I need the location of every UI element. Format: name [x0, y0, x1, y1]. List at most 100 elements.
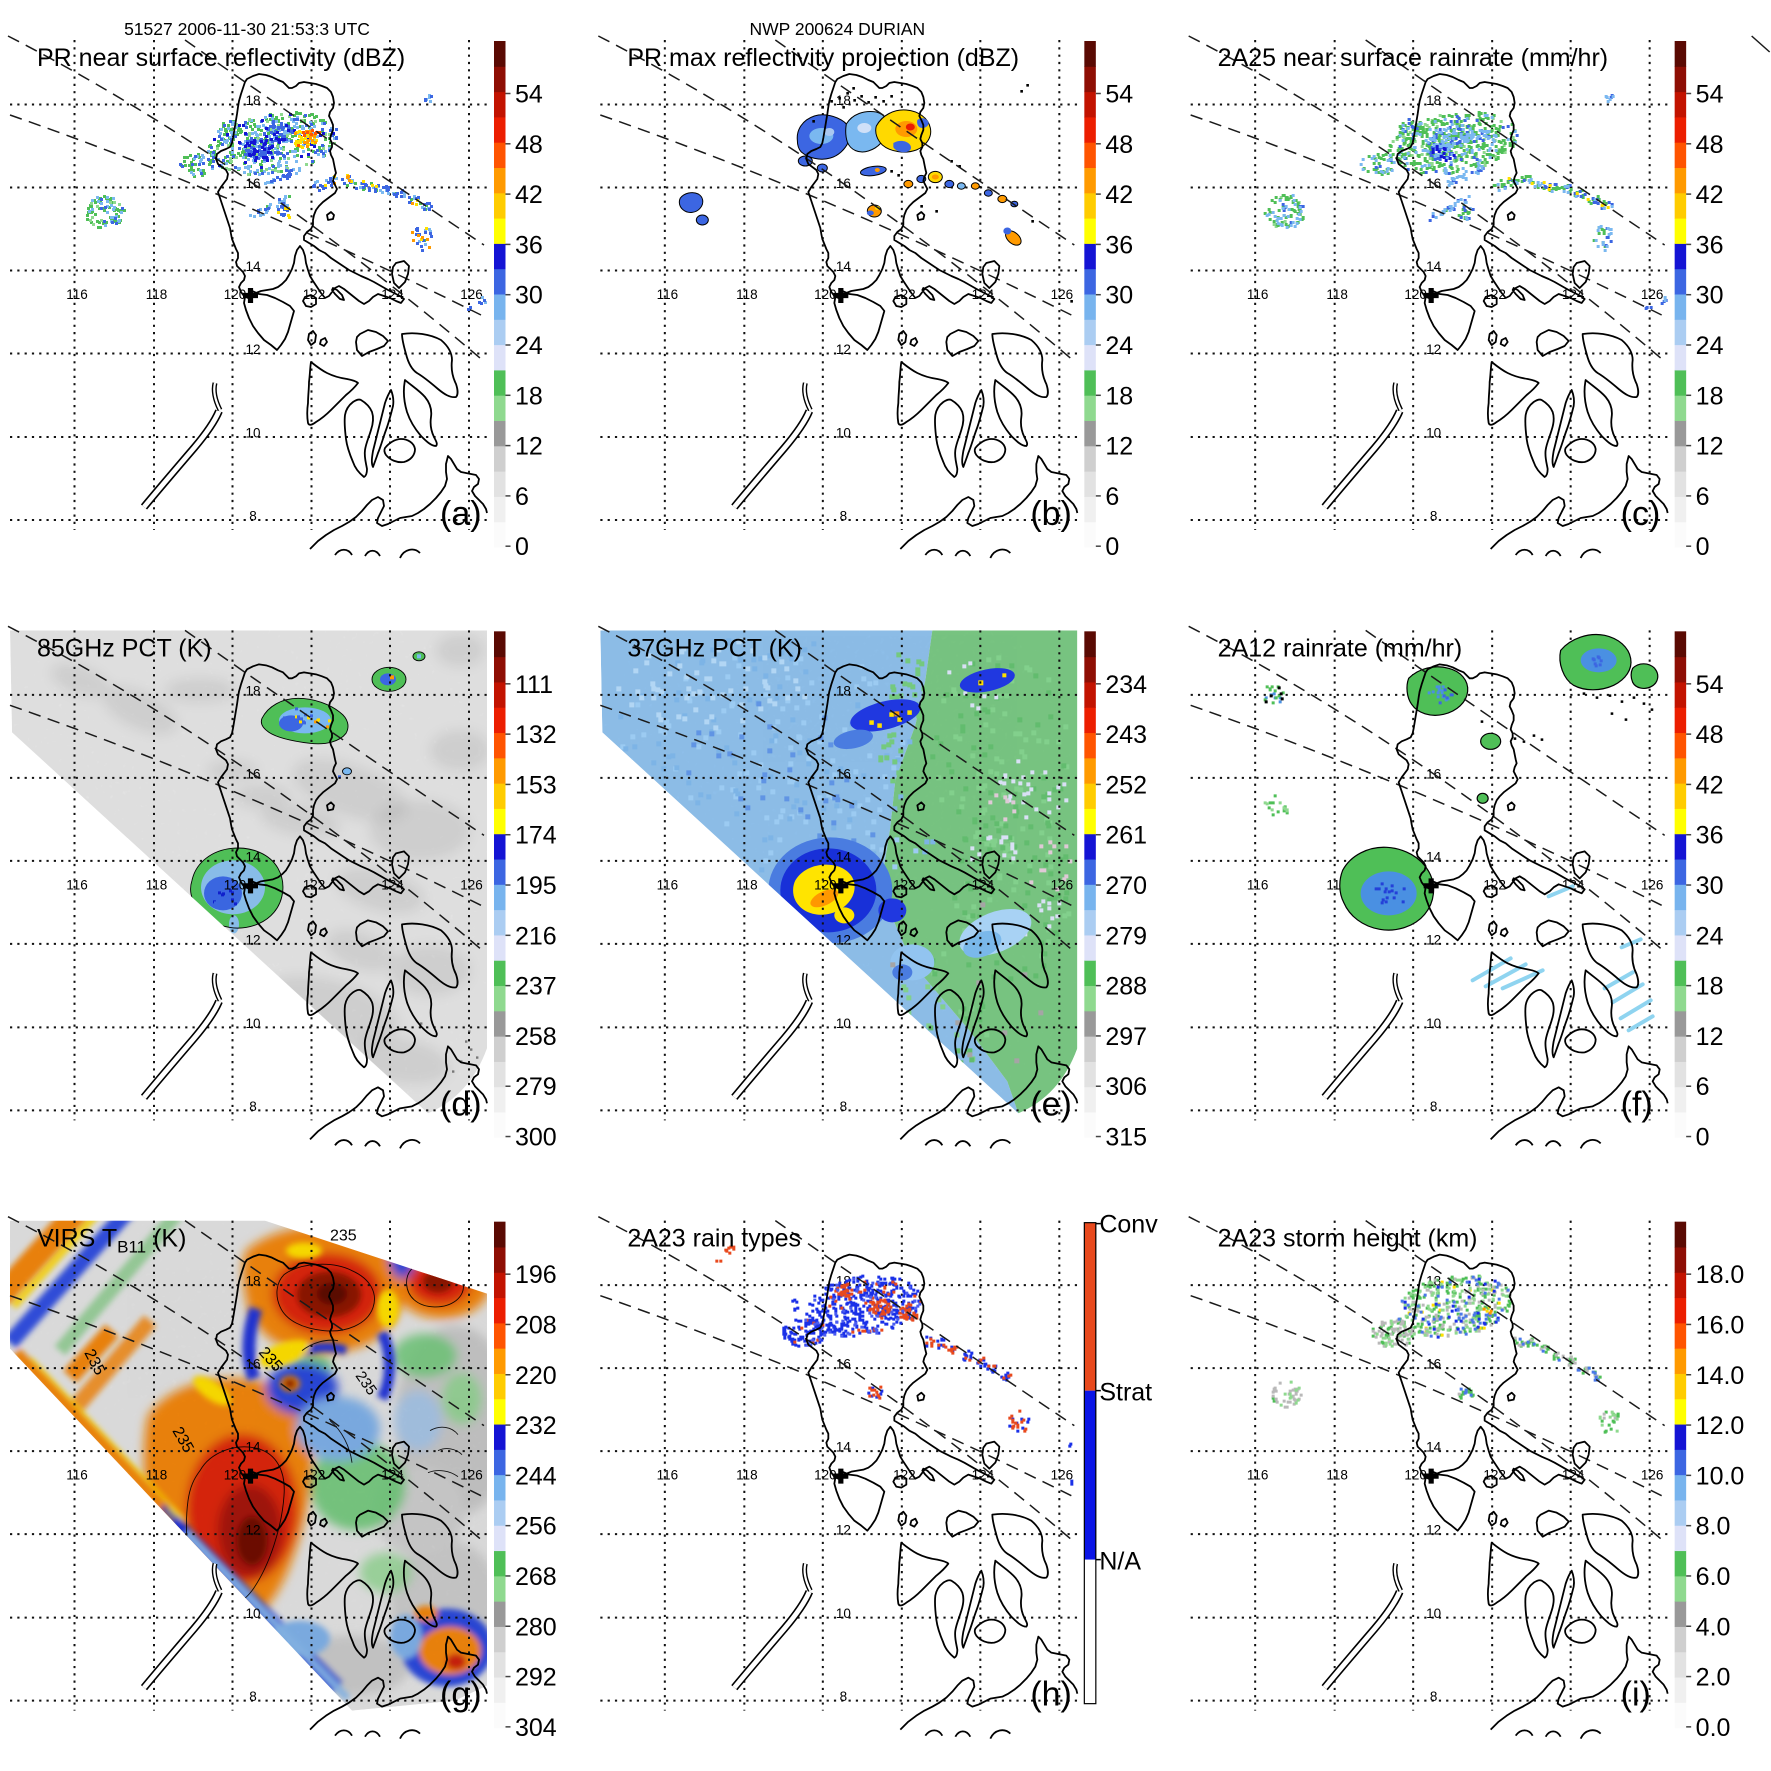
svg-text:18: 18: [1696, 382, 1724, 410]
svg-text:261: 261: [1105, 822, 1147, 850]
svg-text:297: 297: [1105, 1023, 1147, 1051]
svg-text:315: 315: [1105, 1124, 1147, 1152]
svg-text:118: 118: [736, 877, 758, 892]
svg-text:(a): (a): [440, 495, 482, 533]
svg-text:118: 118: [736, 287, 758, 302]
svg-text:36: 36: [515, 231, 543, 259]
svg-text:252: 252: [1105, 771, 1147, 799]
svg-text:216: 216: [515, 922, 557, 950]
svg-text:18: 18: [1105, 382, 1133, 410]
svg-text:14: 14: [1426, 849, 1442, 864]
svg-text:4.0: 4.0: [1696, 1613, 1731, 1641]
svg-text:PR near surface reflectivity (: PR near surface reflectivity (dBZ): [37, 44, 405, 72]
svg-text:N/A: N/A: [1099, 1548, 1141, 1576]
svg-text:14.0: 14.0: [1696, 1362, 1745, 1390]
svg-text:118: 118: [1326, 1468, 1348, 1483]
svg-text:234: 234: [1105, 671, 1147, 699]
svg-text:195: 195: [515, 872, 557, 900]
svg-text:0.0: 0.0: [1696, 1714, 1731, 1742]
svg-text:12: 12: [836, 932, 851, 947]
svg-text:14: 14: [245, 849, 261, 864]
svg-text:12: 12: [1696, 433, 1724, 461]
svg-text:12: 12: [1426, 932, 1441, 947]
svg-text:(b): (b): [1030, 495, 1072, 533]
svg-text:16.0: 16.0: [1696, 1311, 1745, 1339]
svg-text:8: 8: [840, 1099, 848, 1114]
svg-text:118: 118: [146, 1468, 168, 1483]
svg-text:118: 118: [736, 1468, 758, 1483]
svg-text:10: 10: [245, 1606, 260, 1621]
svg-text:10: 10: [1426, 426, 1441, 441]
svg-text:292: 292: [515, 1664, 557, 1692]
svg-text:(i): (i): [1621, 1676, 1651, 1714]
svg-text:51527 2006-11-30 21:53:3 UTC: 51527 2006-11-30 21:53:3 UTC: [124, 19, 370, 39]
svg-text:8: 8: [1430, 1099, 1438, 1114]
svg-text:10: 10: [245, 1016, 260, 1031]
svg-text:10: 10: [1426, 1606, 1441, 1621]
svg-text:30: 30: [1105, 282, 1133, 310]
svg-text:116: 116: [66, 287, 88, 302]
svg-text:18: 18: [245, 683, 260, 698]
svg-text:279: 279: [1105, 922, 1147, 950]
svg-text:8: 8: [1430, 509, 1438, 524]
svg-text:8: 8: [249, 1099, 257, 1114]
svg-text:116: 116: [1247, 287, 1269, 302]
svg-text:12: 12: [245, 342, 260, 357]
svg-text:235: 235: [330, 1228, 357, 1245]
svg-text:12: 12: [1426, 342, 1441, 357]
svg-text:237: 237: [515, 973, 557, 1001]
svg-text:54: 54: [1696, 81, 1724, 109]
svg-text:118: 118: [146, 877, 168, 892]
svg-text:14: 14: [836, 1440, 852, 1455]
svg-text:126: 126: [1641, 287, 1664, 302]
svg-text:126: 126: [1051, 287, 1074, 302]
svg-text:24: 24: [515, 332, 543, 360]
svg-text:18: 18: [515, 382, 543, 410]
svg-text:116: 116: [657, 287, 679, 302]
svg-text:2.0: 2.0: [1696, 1664, 1731, 1692]
svg-text:42: 42: [1105, 181, 1133, 209]
svg-text:196: 196: [515, 1261, 557, 1289]
svg-text:2A25 near surface rainrate (mm: 2A25 near surface rainrate (mm/hr): [1218, 44, 1608, 72]
svg-text:6: 6: [515, 483, 529, 511]
svg-text:116: 116: [657, 1468, 679, 1483]
svg-text:54: 54: [1105, 81, 1133, 109]
svg-text:0: 0: [1696, 1124, 1710, 1152]
svg-text:2A23 storm height (km): 2A23 storm height (km): [1218, 1225, 1478, 1253]
svg-text:42: 42: [1696, 771, 1724, 799]
svg-text:0: 0: [1696, 533, 1710, 561]
svg-text:0: 0: [515, 533, 529, 561]
svg-text:48: 48: [1105, 131, 1133, 159]
svg-text:153: 153: [515, 771, 557, 799]
svg-text:(d): (d): [440, 1085, 482, 1123]
svg-text:30: 30: [1696, 282, 1724, 310]
svg-text:208: 208: [515, 1311, 557, 1339]
svg-text:6: 6: [1696, 483, 1710, 511]
svg-text:24: 24: [1696, 922, 1724, 950]
svg-text:12: 12: [836, 342, 851, 357]
svg-text:12: 12: [1696, 1023, 1724, 1051]
svg-text:8: 8: [840, 1689, 848, 1704]
svg-text:10: 10: [1426, 1016, 1441, 1031]
svg-text:258: 258: [515, 1023, 557, 1051]
svg-text:126: 126: [460, 1468, 483, 1483]
svg-text:30: 30: [1696, 872, 1724, 900]
svg-text:118: 118: [146, 287, 168, 302]
svg-text:14: 14: [245, 1440, 261, 1455]
svg-text:(c): (c): [1621, 495, 1661, 533]
svg-text:Conv: Conv: [1099, 1211, 1158, 1239]
svg-text:8: 8: [1430, 1689, 1438, 1704]
svg-text:116: 116: [66, 877, 88, 892]
svg-text:(h): (h): [1030, 1676, 1072, 1714]
svg-text:8: 8: [249, 1689, 257, 1704]
svg-text:2A12 rainrate (mm/hr): 2A12 rainrate (mm/hr): [1218, 634, 1463, 662]
svg-text:300: 300: [515, 1124, 557, 1152]
svg-text:0: 0: [1105, 533, 1119, 561]
svg-text:126: 126: [460, 287, 483, 302]
svg-text:24: 24: [1696, 332, 1724, 360]
svg-text:126: 126: [1051, 1468, 1074, 1483]
svg-text:132: 132: [515, 721, 557, 749]
svg-text:42: 42: [1696, 181, 1724, 209]
svg-text:2A23 rain types: 2A23 rain types: [627, 1225, 801, 1253]
svg-text:256: 256: [515, 1513, 557, 1541]
